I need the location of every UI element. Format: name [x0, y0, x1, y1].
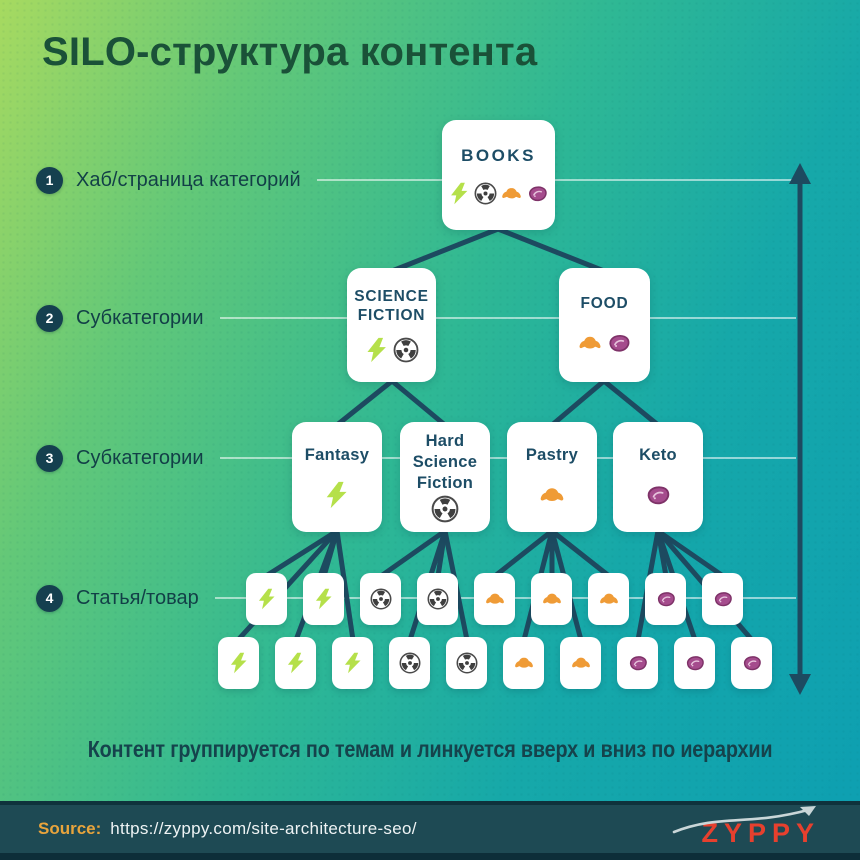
card-icon-row: [577, 330, 632, 356]
level-guide-line: [316, 179, 796, 181]
radiation-icon: [370, 588, 392, 610]
croissant-icon: [577, 330, 603, 356]
article-card: [389, 637, 430, 689]
card-title: FOOD: [580, 294, 629, 312]
category-hub-card-books: BOOKS: [442, 120, 555, 230]
lightning-icon: [448, 182, 471, 205]
subcategory-card-food: FOOD: [559, 268, 650, 382]
article-card: [332, 637, 373, 689]
card-title: SCIENCE FICTION: [354, 288, 429, 325]
steak-icon: [655, 588, 677, 610]
caption-wrap: Контент группируется по темам и линкуетс…: [0, 736, 860, 763]
article-card: [645, 573, 686, 625]
steak-icon: [627, 652, 649, 674]
article-card: [303, 573, 344, 625]
lightning-icon: [256, 588, 278, 610]
lightning-icon: [285, 652, 307, 674]
card-icon-row: [431, 495, 459, 523]
radiation-icon: [399, 652, 421, 674]
article-card: [731, 637, 772, 689]
subcategory-card-fantasy: Fantasy: [292, 422, 382, 532]
hierarchy-arrow: [789, 163, 811, 695]
article-card: [246, 573, 287, 625]
article-card: [531, 573, 572, 625]
article-card: [503, 637, 544, 689]
lightning-icon: [313, 588, 335, 610]
steak-icon: [741, 652, 763, 674]
steak-icon: [684, 652, 706, 674]
article-card: [588, 573, 629, 625]
level-number-badge: 1: [36, 166, 63, 194]
steak-icon: [712, 588, 734, 610]
steak-icon: [606, 330, 632, 356]
radiation-icon: [431, 495, 459, 523]
croissant-icon: [513, 652, 535, 674]
croissant-icon: [500, 182, 523, 205]
lightning-icon: [364, 337, 390, 363]
article-card: [617, 637, 658, 689]
article-card: [474, 573, 515, 625]
article-card: [275, 637, 316, 689]
source-line: Source: https://zyppy.com/site-architect…: [38, 819, 417, 839]
article-card: [446, 637, 487, 689]
article-card: [218, 637, 259, 689]
lightning-icon: [323, 481, 351, 509]
subcategory-card-keto: Keto: [613, 422, 703, 532]
level-label: Хаб/страница категорий: [76, 168, 301, 191]
source-label: Source:: [38, 819, 102, 838]
card-icon-row: [644, 481, 672, 509]
card-title: Hard Science Fiction: [412, 432, 478, 492]
steak-icon: [526, 182, 549, 205]
card-icon-row: [448, 182, 549, 205]
article-row-1: [246, 573, 743, 625]
level-number-badge: 4: [36, 584, 63, 612]
level-row-hub: 1 Хаб/страница категорий: [36, 166, 796, 194]
article-card: [702, 573, 743, 625]
level-guide-line: [219, 317, 796, 319]
article-card: [674, 637, 715, 689]
steak-icon: [644, 481, 672, 509]
card-icon-row: [538, 481, 566, 509]
croissant-icon: [598, 588, 620, 610]
level-label: Субкатегории: [76, 306, 204, 329]
subcategory-card-science-fiction: SCIENCE FICTION: [347, 268, 436, 382]
radiation-icon: [427, 588, 449, 610]
subcategory-card-hard-science-fiction: Hard Science Fiction: [400, 422, 490, 532]
article-row-2: [218, 637, 772, 689]
card-title: Pastry: [525, 446, 579, 465]
card-icon-row: [323, 481, 351, 509]
lightning-icon: [342, 652, 364, 674]
croissant-icon: [570, 652, 592, 674]
croissant-icon: [538, 481, 566, 509]
footer: Source: https://zyppy.com/site-architect…: [0, 801, 860, 860]
level-label: Субкатегории: [76, 446, 204, 469]
radiation-icon: [474, 182, 497, 205]
article-card: [560, 637, 601, 689]
level-number-badge: 3: [36, 444, 63, 472]
card-title: Keto: [639, 446, 677, 465]
level-number-badge: 2: [36, 304, 63, 332]
article-card: [417, 573, 458, 625]
croissant-icon: [484, 588, 506, 610]
subcategory-card-pastry: Pastry: [507, 422, 597, 532]
zyppy-logo: ZYPPY: [672, 805, 820, 849]
level-label: Статья/товар: [76, 586, 199, 609]
source-url: https://zyppy.com/site-architecture-seo/: [110, 819, 417, 838]
croissant-icon: [541, 588, 563, 610]
lightning-icon: [228, 652, 250, 674]
page-title: SILO-структура контента: [42, 30, 538, 74]
radiation-icon: [456, 652, 478, 674]
card-title: BOOKS: [461, 145, 536, 165]
logo-text: ZYPPY: [701, 817, 820, 848]
card-icon-row: [364, 337, 419, 363]
caption: Контент группируется по темам и линкуетс…: [87, 736, 773, 762]
card-title: Fantasy: [304, 446, 370, 465]
article-card: [360, 573, 401, 625]
level-row-subcategories-1: 2 Субкатегории: [36, 304, 796, 332]
radiation-icon: [393, 337, 419, 363]
